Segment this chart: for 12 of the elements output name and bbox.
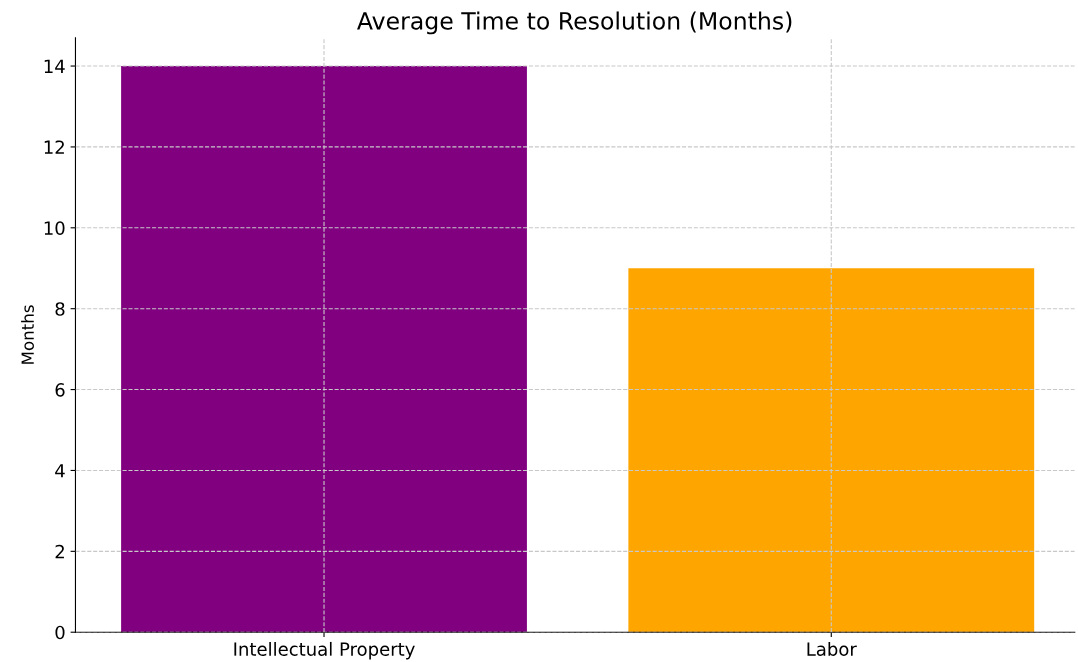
y-tick-label: 0 (55, 625, 65, 640)
y-tick-label: 10 (44, 221, 65, 235)
y-axis-title: Months (21, 305, 34, 364)
y-tick-label: 6 (55, 383, 65, 397)
x-tick-label: Intellectual Property (234, 641, 415, 660)
y-tick-label: 8 (55, 302, 65, 316)
y-tick-label: 4 (55, 464, 65, 478)
y-tick-label: 2 (55, 544, 64, 559)
y-tick-label: 14 (44, 59, 65, 73)
chart-title: Average Time to Resolution (Months) (357, 11, 792, 35)
x-tick-label: Labor (807, 641, 857, 656)
y-tick-label: 12 (44, 140, 64, 154)
